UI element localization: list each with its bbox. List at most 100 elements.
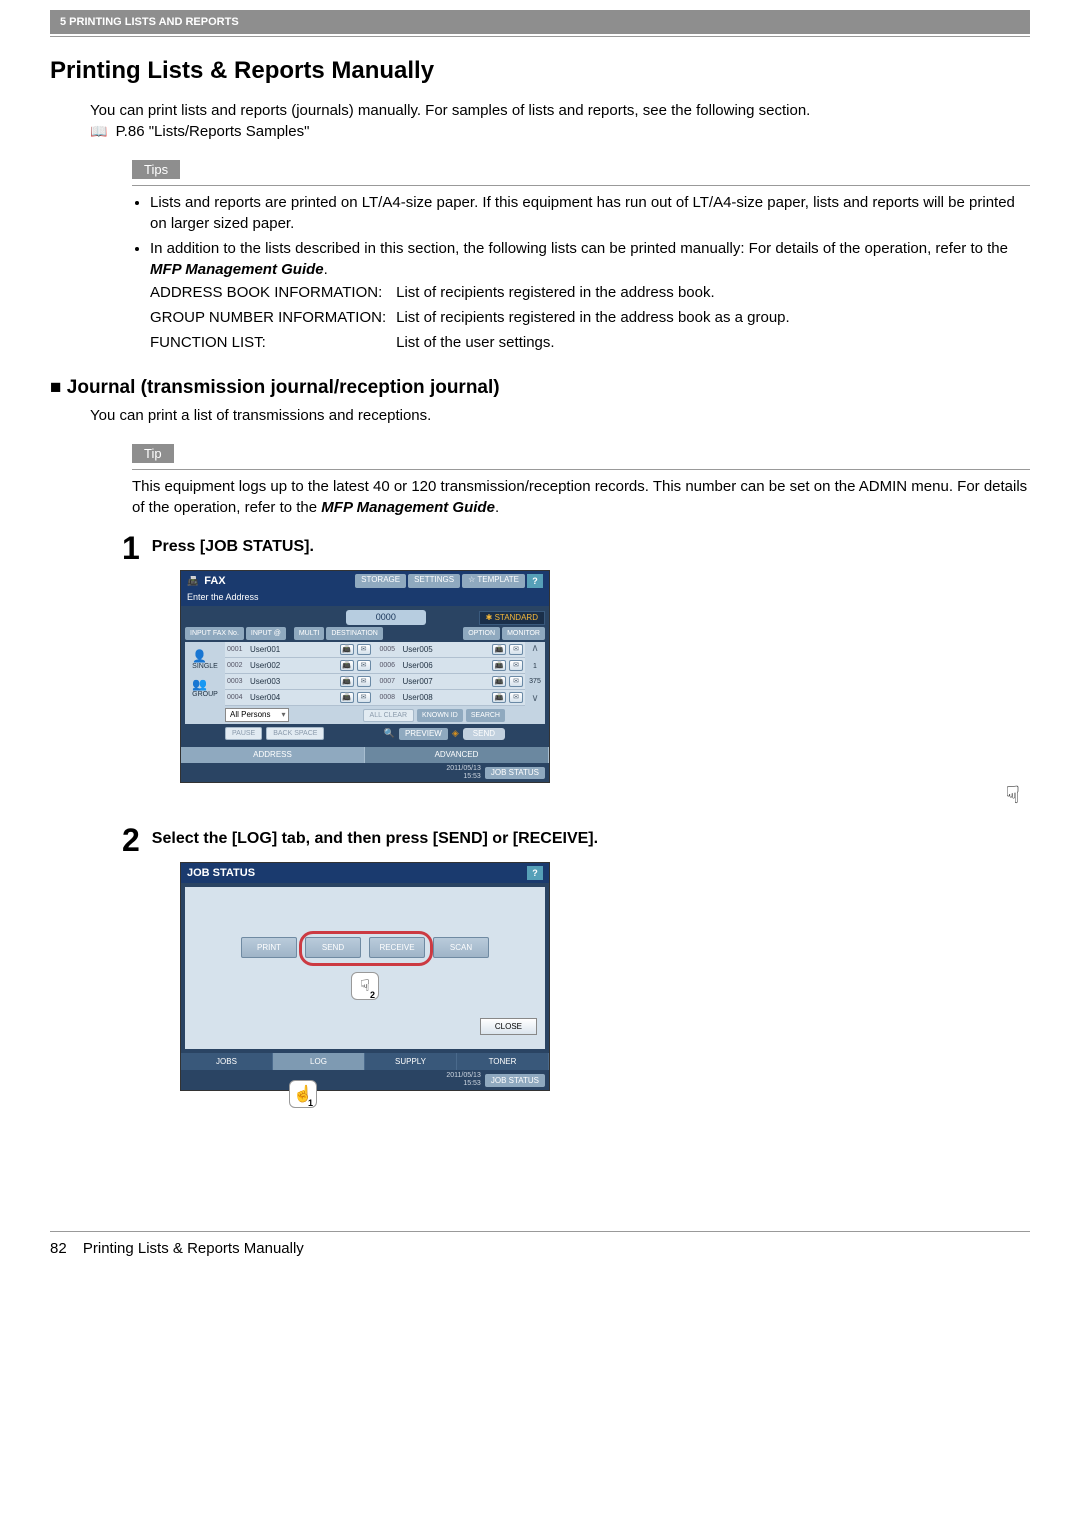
mail-icon[interactable]: ✉ [509, 692, 523, 703]
intro-text: You can print lists and reports (journal… [90, 100, 1030, 121]
page-title: Printing Lists & Reports Manually [50, 57, 1030, 85]
tips-label: Tips [132, 160, 180, 179]
mail-icon[interactable]: ✉ [509, 644, 523, 655]
backspace-button[interactable]: BACK SPACE [266, 727, 324, 740]
mail-icon[interactable]: ✉ [357, 660, 371, 671]
tip-item: Lists and reports are printed on LT/A4-s… [150, 192, 1030, 234]
fax-icon[interactable]: 📠 [492, 676, 506, 687]
bottom-tabs: JOBS LOG SUPPLY TONER [181, 1053, 549, 1070]
chapter-header: 5 PRINTING LISTS AND REPORTS [50, 10, 1030, 34]
subsection-desc: You can print a list of transmissions an… [90, 405, 1030, 426]
step: 1 Press [JOB STATUS]. [122, 532, 1030, 564]
close-row: CLOSE [193, 1018, 537, 1035]
user-table-wrap: 👤SINGLE 👥GROUP 0001User001📠✉0005User005📠… [185, 642, 545, 706]
mfp-guide-ref: MFP Management Guide [321, 499, 495, 516]
jobs-tab[interactable]: JOBS [181, 1053, 273, 1070]
user-row: 0003User003📠✉0007User007📠✉ [225, 674, 525, 690]
ref-line: 📖 P.86 "Lists/Reports Samples" [90, 121, 1030, 142]
marker-1: ☝ 1 [289, 1080, 317, 1108]
job-status-button[interactable]: JOB STATUS [485, 767, 545, 779]
send-button[interactable]: SEND [305, 937, 361, 958]
four-buttons: PRINT SEND RECEIVE SCAN [241, 937, 489, 958]
print-button[interactable]: PRINT [241, 937, 297, 958]
footer: 82 Printing Lists & Reports Manually [50, 1231, 1030, 1257]
timestamp: 2011/05/13 15:53 [446, 765, 481, 780]
job-title: JOB STATUS [187, 867, 255, 879]
screenshot-fax: 📠 FAX STORAGE SETTINGS TEMPLATE ? Enter … [180, 570, 1030, 810]
tips-divider [132, 185, 1030, 186]
user-name: User003 [250, 678, 337, 686]
supply-tab[interactable]: SUPPLY [365, 1053, 457, 1070]
user-id: 0003 [227, 678, 247, 685]
fax-icon[interactable]: 📠 [492, 660, 506, 671]
close-button[interactable]: CLOSE [480, 1018, 537, 1035]
hand-icon: ☟ [1005, 781, 1020, 810]
all-clear-button[interactable]: ALL CLEAR [363, 709, 414, 722]
mail-icon[interactable]: ✉ [509, 660, 523, 671]
preview-icon: 🔍 [384, 729, 395, 738]
pause-button[interactable]: PAUSE [225, 727, 262, 740]
address-tab[interactable]: ADDRESS [181, 747, 365, 763]
fax-icon[interactable]: 📠 [340, 660, 354, 671]
user-id: 0001 [227, 646, 247, 653]
receive-button[interactable]: RECEIVE [369, 937, 425, 958]
send-button[interactable]: SEND [463, 728, 505, 740]
info-key: FUNCTION LIST: [150, 330, 396, 355]
intro-block: You can print lists and reports (journal… [90, 100, 1030, 142]
tip-text: This equipment logs up to the latest 40 … [132, 478, 1027, 516]
storage-button[interactable]: STORAGE [355, 574, 406, 588]
status-bar: 2011/05/13 15:53 JOB STATUS [181, 763, 549, 782]
mail-icon[interactable]: ✉ [357, 644, 371, 655]
marker-2: ☟ 2 [351, 972, 379, 1000]
scan-button[interactable]: SCAN [433, 937, 489, 958]
mail-icon[interactable]: ✉ [357, 692, 371, 703]
group-mode: 👥GROUP [192, 678, 218, 698]
template-button[interactable]: TEMPLATE [462, 574, 525, 588]
advanced-tab[interactable]: ADVANCED [365, 747, 549, 763]
mail-icon[interactable]: ✉ [357, 676, 371, 687]
info-row: GROUP NUMBER INFORMATION: List of recipi… [150, 305, 800, 330]
destination-button[interactable]: DESTINATION [326, 627, 383, 640]
info-key: GROUP NUMBER INFORMATION: [150, 305, 396, 330]
user-name: User001 [250, 646, 337, 654]
fax-icon[interactable]: 📠 [340, 676, 354, 687]
input-fax-button[interactable]: INPUT FAX No. [185, 627, 244, 640]
hand-icon: ☟ [360, 976, 370, 996]
user-row: 0001User001📠✉0005User005📠✉ [225, 642, 525, 658]
filter-dropdown[interactable]: All Persons [225, 708, 289, 722]
help-button[interactable]: ? [527, 866, 543, 880]
preview-button[interactable]: PREVIEW [399, 728, 448, 740]
step-number: 2 [122, 824, 140, 856]
user-id: 0006 [380, 662, 400, 669]
scroll-down-icon[interactable]: ∨ [531, 694, 538, 704]
job-screen: JOB STATUS ? PRINT SEND RECEIVE SCAN [180, 862, 550, 1090]
scroll-up-icon[interactable]: ∧ [531, 644, 538, 654]
job-body: PRINT SEND RECEIVE SCAN ☟ 2 CLOSE [181, 883, 549, 1053]
bottom-buttons: PAUSE BACK SPACE 🔍 PREVIEW ◈ SEND [185, 724, 545, 743]
search-button[interactable]: SEARCH [466, 709, 505, 722]
option-button[interactable]: OPTION [463, 627, 500, 640]
tip-body: This equipment logs up to the latest 40 … [132, 476, 1030, 518]
tip-divider [132, 469, 1030, 470]
settings-button[interactable]: SETTINGS [408, 574, 460, 588]
step-text: Select the [LOG] tab, and then press [SE… [152, 830, 598, 848]
mail-icon[interactable]: ✉ [509, 676, 523, 687]
log-tab[interactable]: LOG [273, 1053, 365, 1070]
job-status-button[interactable]: JOB STATUS [485, 1074, 545, 1087]
info-key: ADDRESS BOOK INFORMATION: [150, 280, 396, 305]
multi-button[interactable]: MULTI [294, 627, 324, 640]
job-header: JOB STATUS ? [181, 863, 549, 883]
input-at-button[interactable]: INPUT @ [246, 627, 286, 640]
fax-icon[interactable]: 📠 [340, 692, 354, 703]
mfp-guide-ref: MFP Management Guide [150, 261, 324, 278]
known-id-button[interactable]: KNOWN ID [417, 709, 463, 722]
toner-tab[interactable]: TONER [457, 1053, 549, 1070]
fax-icon[interactable]: 📠 [340, 644, 354, 655]
fax-icon[interactable]: 📠 [492, 692, 506, 703]
fax-header: 📠 FAX STORAGE SETTINGS TEMPLATE ? [181, 571, 549, 591]
fax-icon[interactable]: 📠 [492, 644, 506, 655]
monitor-button[interactable]: MONITOR [502, 627, 545, 640]
help-button[interactable]: ? [527, 574, 543, 588]
user-name: User008 [403, 694, 490, 702]
counter: 0000 [346, 610, 426, 625]
